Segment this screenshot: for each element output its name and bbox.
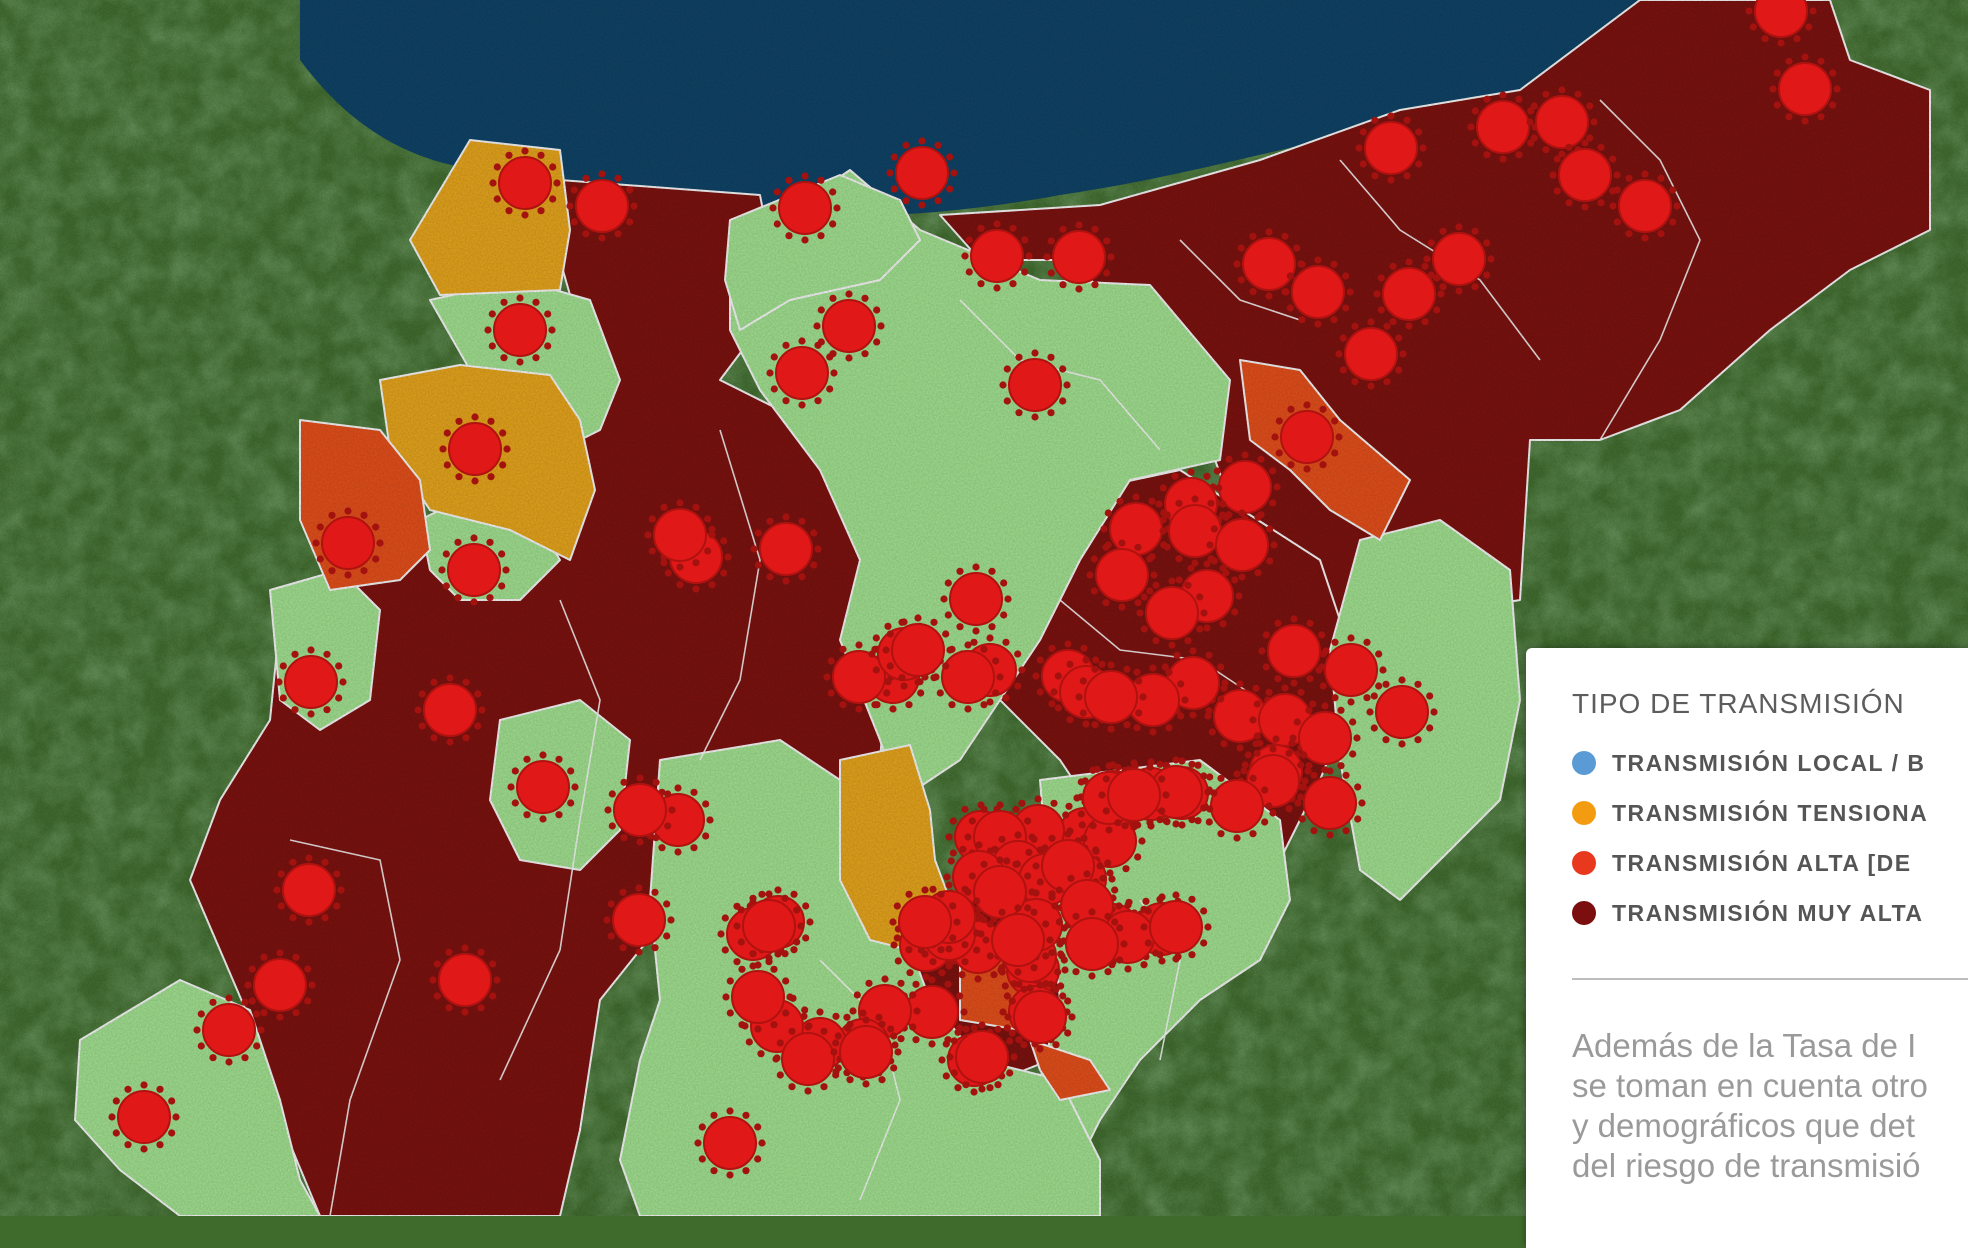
virus-markers <box>108 0 1841 1179</box>
virus-icon[interactable] <box>1335 318 1407 390</box>
legend-item-tension[interactable]: TRANSMISIÓN TENSIONA <box>1572 798 1928 828</box>
virus-icon[interactable] <box>489 147 561 219</box>
virus-icon[interactable] <box>886 137 958 209</box>
virus-icon[interactable] <box>244 949 316 1021</box>
virus-icon[interactable] <box>275 646 347 718</box>
virus-icon[interactable] <box>766 337 838 409</box>
virus-icon[interactable] <box>438 534 510 606</box>
virus-icon[interactable] <box>1315 634 1387 706</box>
virus-icon[interactable] <box>772 1023 844 1095</box>
virus-icon[interactable] <box>1282 256 1354 328</box>
legend-label-very-high: TRANSMISIÓN MUY ALTA <box>1612 899 1924 926</box>
virus-icon[interactable] <box>961 220 1033 292</box>
virus-icon[interactable] <box>750 513 822 585</box>
legend-dot-very-high-icon <box>1572 901 1596 925</box>
virus-icon[interactable] <box>414 674 486 746</box>
virus-icon[interactable] <box>566 170 638 242</box>
virus-icon[interactable] <box>312 507 384 579</box>
legend-divider <box>1572 978 1968 980</box>
legend-label-tension: TRANSMISIÓN TENSIONA <box>1612 799 1929 826</box>
virus-icon[interactable] <box>889 886 961 958</box>
virus-icon[interactable] <box>484 294 556 366</box>
virus-icon[interactable] <box>1043 221 1115 293</box>
virus-icon[interactable] <box>1140 891 1212 963</box>
virus-icon[interactable] <box>439 413 511 485</box>
virus-icon[interactable] <box>813 290 885 362</box>
legend-dot-high-icon <box>1572 851 1596 875</box>
virus-icon[interactable] <box>1136 577 1208 649</box>
virus-icon[interactable] <box>1098 759 1170 831</box>
virus-icon[interactable] <box>1467 91 1539 163</box>
virus-icon[interactable] <box>1526 86 1598 158</box>
virus-icon[interactable] <box>733 890 805 962</box>
legend-label-high: TRANSMISIÓN ALTA [DE <box>1612 849 1912 876</box>
virus-icon[interactable] <box>429 944 501 1016</box>
legend-description-line: se toman en cuenta otro <box>1572 1067 1928 1104</box>
legend-description-line: Además de la Tasa de I <box>1572 1027 1917 1064</box>
virus-icon[interactable] <box>882 614 954 686</box>
virus-icon[interactable] <box>1258 615 1330 687</box>
virus-icon[interactable] <box>1086 539 1158 611</box>
legend-label-local: TRANSMISIÓN LOCAL / B <box>1612 749 1926 776</box>
virus-icon[interactable] <box>1289 702 1361 774</box>
virus-icon[interactable] <box>603 884 675 956</box>
virus-icon[interactable] <box>1157 647 1229 719</box>
virus-icon[interactable] <box>1206 509 1278 581</box>
virus-icon[interactable] <box>940 563 1012 635</box>
legend-item-local[interactable]: TRANSMISIÓN LOCAL / B <box>1572 748 1925 778</box>
legend-title: TIPO DE TRANSMISIÓN <box>1572 688 1905 719</box>
virus-icon[interactable] <box>1004 981 1076 1053</box>
virus-icon[interactable] <box>1745 0 1817 47</box>
virus-icon[interactable] <box>1373 258 1445 330</box>
virus-icon[interactable] <box>1549 139 1621 211</box>
legend-description: Además de la Tasa de I se toman en cuent… <box>1572 1026 1968 1186</box>
virus-icon[interactable] <box>830 1016 902 1088</box>
virus-icon[interactable] <box>769 172 841 244</box>
legend-description-line: y demográficos que det <box>1572 1107 1916 1144</box>
virus-icon[interactable] <box>604 774 676 846</box>
virus-icon[interactable] <box>1769 53 1841 125</box>
virus-icon[interactable] <box>946 1021 1018 1093</box>
virus-icon[interactable] <box>644 499 716 571</box>
virus-icon[interactable] <box>1366 676 1438 748</box>
virus-icon[interactable] <box>193 994 265 1066</box>
legend-panel: TIPO DE TRANSMISIÓN TRANSMISIÓN LOCAL / … <box>1526 648 1968 1248</box>
legend-item-very-high[interactable]: TRANSMISIÓN MUY ALTA <box>1572 898 1924 928</box>
virus-icon[interactable] <box>1075 661 1147 733</box>
virus-icon[interactable] <box>999 349 1071 421</box>
legend-description-line: del riesgo de transmisió <box>1572 1147 1921 1184</box>
legend-dot-tension-icon <box>1572 801 1596 825</box>
virus-icon[interactable] <box>722 961 794 1033</box>
legend-dot-local-icon <box>1572 751 1596 775</box>
virus-icon[interactable] <box>823 641 895 713</box>
virus-icon[interactable] <box>1355 112 1427 184</box>
virus-icon[interactable] <box>1423 223 1495 295</box>
covid-transmission-map[interactable] <box>0 0 1968 1216</box>
virus-icon[interactable] <box>273 854 345 926</box>
virus-icon[interactable] <box>507 751 579 823</box>
virus-icon[interactable] <box>1056 908 1128 980</box>
virus-icon[interactable] <box>1271 401 1343 473</box>
virus-icon[interactable] <box>108 1081 180 1153</box>
virus-icon[interactable] <box>1294 767 1366 839</box>
virus-icon[interactable] <box>982 904 1054 976</box>
virus-icon[interactable] <box>694 1107 766 1179</box>
virus-icon[interactable] <box>1609 170 1681 242</box>
legend-item-high[interactable]: TRANSMISIÓN ALTA [DE <box>1572 848 1912 878</box>
